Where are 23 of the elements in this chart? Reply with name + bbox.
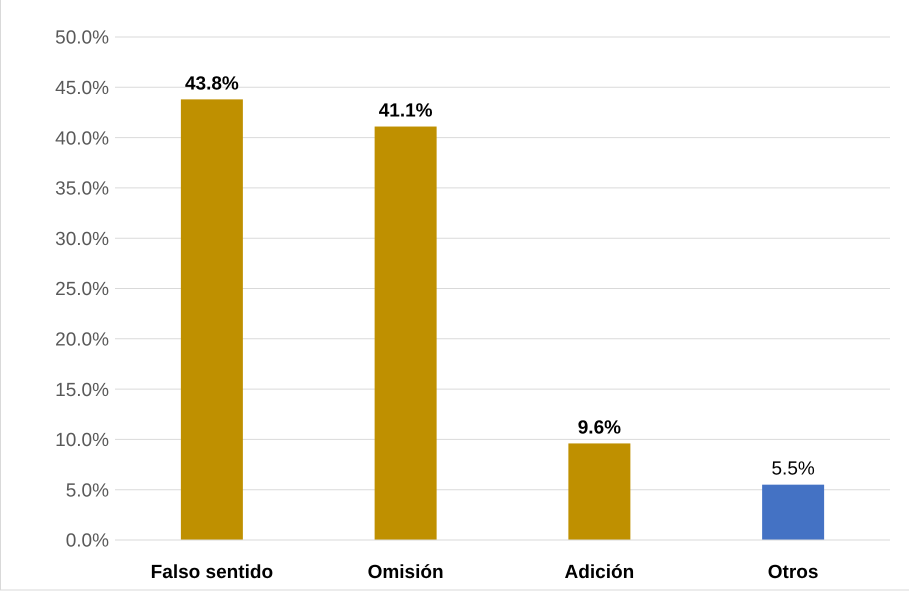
y-tick-label: 5.0%: [66, 480, 110, 502]
y-tick-label: 0.0%: [66, 530, 110, 552]
data-label: 43.8%: [184, 73, 239, 94]
y-tick-label: 15.0%: [55, 380, 110, 401]
y-tick-label: 50.0%: [55, 28, 110, 49]
x-tick-label: Falso sentido: [150, 562, 274, 583]
y-tick-label: 35.0%: [55, 178, 110, 200]
bar: [762, 484, 824, 540]
bar: [180, 99, 243, 540]
y-tick-label: 25.0%: [55, 279, 110, 300]
y-tick-label: 30.0%: [55, 228, 110, 250]
data-label: 41.1%: [378, 100, 433, 122]
y-tick-label: 45.0%: [55, 78, 110, 99]
x-tick-label: Omisión: [368, 562, 444, 583]
y-tick-label: 10.0%: [55, 430, 110, 452]
data-label: 9.6%: [578, 417, 622, 438]
bar: [568, 443, 630, 540]
y-tick-label: 40.0%: [55, 128, 110, 150]
bar: [374, 126, 437, 540]
y-tick-label: 20.0%: [55, 329, 110, 350]
data-label: 5.5%: [771, 458, 815, 480]
x-tick-label: Adición: [564, 562, 634, 583]
x-tick-label: Otros: [768, 562, 818, 583]
